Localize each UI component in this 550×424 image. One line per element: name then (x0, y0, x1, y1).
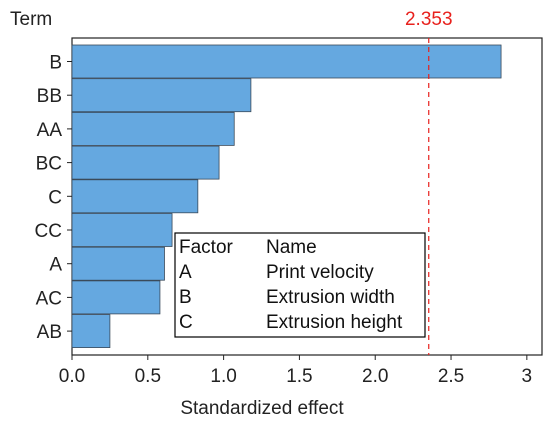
bar-bc (71, 145, 220, 180)
bar-bb (71, 78, 252, 113)
bar-ab (71, 314, 111, 349)
bar-b (71, 44, 502, 79)
x-axis-title: Standardized effect (180, 398, 344, 419)
legend-header-factor: Factor (179, 237, 234, 258)
y-tick-label-a: A (49, 255, 62, 276)
legend-name-b: Extrusion width (266, 287, 395, 308)
reference-label: 2.353 (405, 9, 453, 30)
bar-ac (71, 280, 161, 315)
x-tick-label: 1.0 (210, 366, 236, 387)
x-tick-label: 0.5 (135, 366, 161, 387)
x-tick-label: 2.0 (362, 366, 388, 387)
x-tick-label: 3 (522, 366, 533, 387)
y-tick-label-aa: AA (37, 120, 63, 141)
x-tick-label: 1.5 (286, 366, 312, 387)
legend-factor-b: B (179, 287, 192, 308)
legend-name-a: Print velocity (266, 262, 374, 283)
legend-name-c: Extrusion height (266, 312, 403, 333)
legend-factor-a: A (179, 262, 192, 283)
y-axis-title: Term (10, 9, 52, 30)
legend-factor-c: C (179, 312, 193, 333)
y-tick-label-ac: AC (36, 288, 62, 309)
x-tick-label: 2.5 (438, 366, 464, 387)
bar-aa (71, 112, 235, 146)
legend-box (174, 232, 426, 338)
y-tick-label-b: B (49, 53, 62, 74)
x-ticks: 0.0 0.5 1.0 1.5 2.0 2.5 3 (59, 355, 532, 387)
y-tick-label-ab: AB (37, 322, 62, 343)
bar-cc (71, 213, 173, 247)
legend-table: Factor Name A Print velocity B Extrusion… (174, 232, 426, 338)
x-tick-label: 0.0 (59, 366, 85, 387)
y-tick-label-bc: BC (36, 154, 62, 175)
bar-c (71, 179, 199, 214)
y-tick-label-cc: CC (35, 221, 62, 242)
bars-group (71, 44, 502, 349)
legend-header-name: Name (266, 237, 317, 258)
y-tick-label-bb: BB (37, 86, 62, 107)
y-tick-label-c: C (48, 187, 62, 208)
bar-a (71, 246, 165, 281)
